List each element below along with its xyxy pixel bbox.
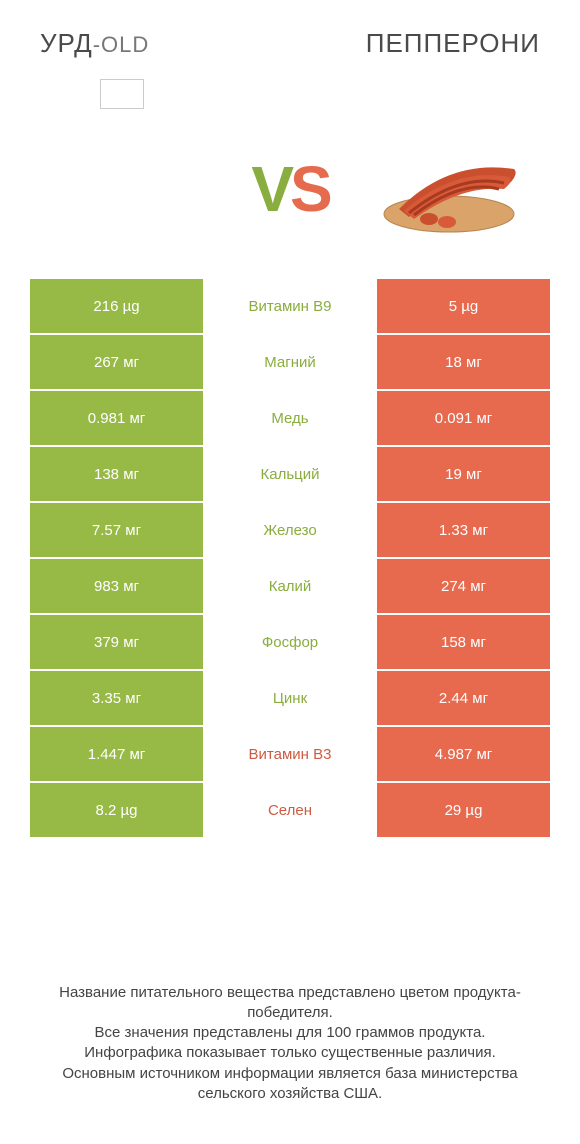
vs-label: VS [251, 152, 328, 226]
vs-v: V [251, 152, 290, 226]
comparison-table: 216 µgВитамин B95 µg267 мгМагний18 мг0.9… [30, 279, 550, 837]
right-value: 0.091 мг [377, 391, 550, 445]
table-row: 216 µgВитамин B95 µg [30, 279, 550, 333]
right-value: 158 мг [377, 615, 550, 669]
left-value: 0.981 мг [30, 391, 203, 445]
table-row: 0.981 мгМедь0.091 мг [30, 391, 550, 445]
nutrient-name: Медь [203, 391, 377, 445]
table-row: 7.57 мгЖелезо1.33 мг [30, 503, 550, 557]
left-value: 7.57 мг [30, 503, 203, 557]
left-title-suffix: -OLD [93, 32, 150, 57]
header: УРД-OLD ПЕППЕРОНИ [0, 0, 580, 69]
table-row: 379 мгФосфор158 мг [30, 615, 550, 669]
left-value: 379 мг [30, 615, 203, 669]
vs-s: S [290, 152, 329, 226]
footer-line-3: Инфографика показывает только существенн… [40, 1043, 540, 1063]
left-value: 3.35 мг [30, 671, 203, 725]
right-product-title: ПЕППЕРОНИ [366, 28, 540, 59]
nutrient-name: Магний [203, 335, 377, 389]
right-value: 1.33 мг [377, 503, 550, 557]
footer-line-2: Все значения представлены для 100 граммо… [40, 1023, 540, 1043]
footer-notes: Название питательного вещества представл… [0, 983, 580, 1105]
nutrient-name: Селен [203, 783, 377, 837]
left-value: 8.2 µg [30, 783, 203, 837]
left-product-title: УРД-OLD [40, 28, 149, 59]
nutrient-name: Кальций [203, 447, 377, 501]
right-value: 29 µg [377, 783, 550, 837]
table-row: 983 мгКалий274 мг [30, 559, 550, 613]
left-image-placeholder [100, 79, 144, 109]
left-value: 267 мг [30, 335, 203, 389]
table-row: 1.447 мгВитамин B34.987 мг [30, 727, 550, 781]
nutrient-name: Витамин B3 [203, 727, 377, 781]
left-value: 138 мг [30, 447, 203, 501]
table-row: 138 мгКальций19 мг [30, 447, 550, 501]
nutrient-name: Железо [203, 503, 377, 557]
pepperoni-icon [369, 139, 529, 239]
nutrient-name: Цинк [203, 671, 377, 725]
right-value: 18 мг [377, 335, 550, 389]
left-value: 216 µg [30, 279, 203, 333]
right-value: 4.987 мг [377, 727, 550, 781]
nutrient-name: Фосфор [203, 615, 377, 669]
nutrient-name: Витамин B9 [203, 279, 377, 333]
left-title-main: УРД [40, 28, 93, 58]
left-value: 1.447 мг [30, 727, 203, 781]
footer-line-4: Основным источником информации является … [40, 1064, 540, 1105]
vs-row: VS [0, 109, 580, 279]
right-product-image [369, 139, 529, 239]
table-row: 267 мгМагний18 мг [30, 335, 550, 389]
right-value: 5 µg [377, 279, 550, 333]
right-value: 19 мг [377, 447, 550, 501]
right-value: 274 мг [377, 559, 550, 613]
table-row: 3.35 мгЦинк2.44 мг [30, 671, 550, 725]
right-value: 2.44 мг [377, 671, 550, 725]
table-row: 8.2 µgСелен29 µg [30, 783, 550, 837]
nutrient-name: Калий [203, 559, 377, 613]
left-value: 983 мг [30, 559, 203, 613]
footer-line-1: Название питательного вещества представл… [40, 983, 540, 1024]
